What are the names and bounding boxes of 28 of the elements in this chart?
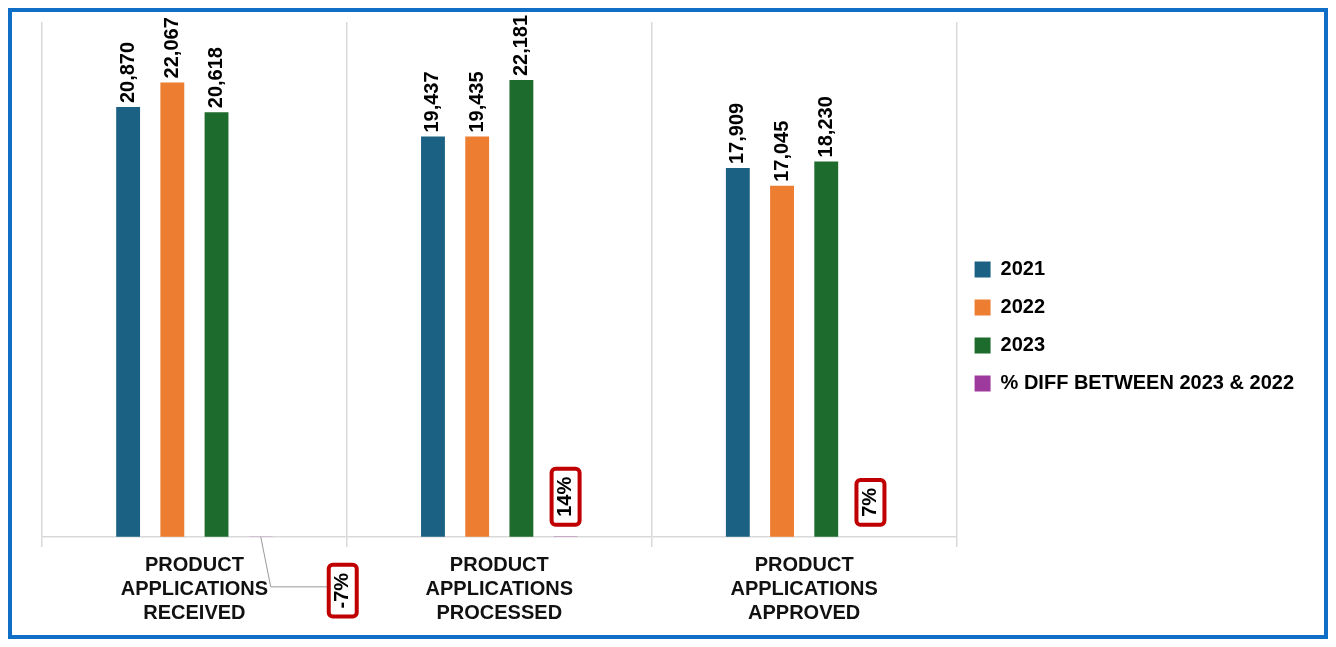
data-label: 20,618 [204,47,227,109]
bar [770,185,794,537]
bar [725,168,750,537]
bar [465,136,490,537]
data-label: 17,045 [769,120,792,182]
bar [509,80,534,537]
data-label: 22,067 [159,17,182,79]
x-tick-label: PRODUCT APPLICATIONS RECEIVED [120,552,269,623]
data-label: 19,437 [420,71,443,133]
bar [421,136,445,537]
x-tick-label: PRODUCT APPLICATIONS PROCESSED [425,552,573,623]
legend-label: 2023 [1000,333,1046,356]
data-label: 14% [553,476,576,517]
legend-label: 2022 [1000,295,1046,318]
bar [160,82,185,537]
data-label: 20,870 [115,41,138,104]
data-label: 18,230 [813,96,836,158]
x-tick-label: PRODUCT APPLICATIONS APPROVED [730,552,878,623]
data-label: -7% [330,572,353,609]
bar [116,107,141,537]
legend-label: 2021 [1000,257,1046,280]
bar [814,161,839,537]
legend-label: % DIFF BETWEEN 2023 & 2022 [1000,371,1295,394]
data-label: 17,909 [725,102,748,165]
data-label: 19,435 [464,71,487,133]
data-label: 7% [857,487,880,517]
data-label: 22,181 [508,14,531,77]
bar [204,112,229,537]
